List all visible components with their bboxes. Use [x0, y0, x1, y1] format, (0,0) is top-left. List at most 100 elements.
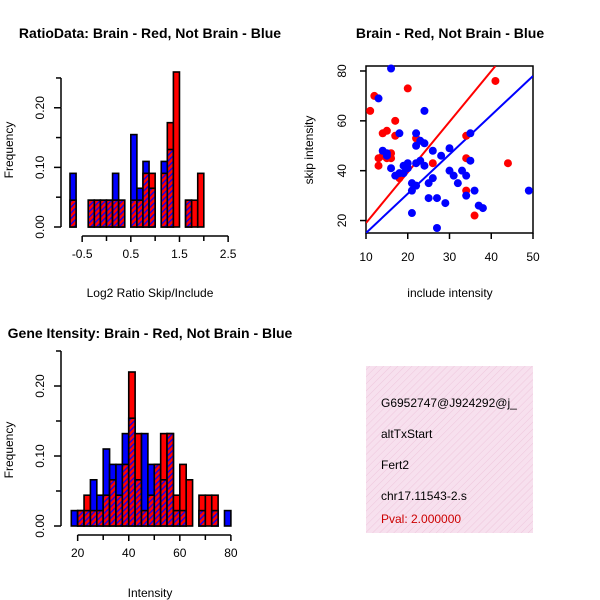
ratio-hist-bar-overlap-0 — [69, 199, 77, 228]
intensity-hist-bar-overlap-13 — [153, 463, 162, 527]
intensity-hist-y-tick-label-1: 0.10 — [33, 444, 47, 468]
ratio-hist-bar-overlap-19 — [184, 199, 193, 228]
ratio-hist-bar-overlap-11 — [136, 199, 144, 228]
ratio-hist-bar-overlap-7 — [111, 199, 120, 228]
scatter-point-red-19 — [470, 211, 479, 220]
ratio-hist-bar-overlap-6 — [105, 199, 114, 228]
scatter-x-tick-label-3: 40 — [485, 250, 499, 264]
intensity-hist-bar-overlap-7 — [115, 494, 124, 527]
scatter-point-blue-40 — [466, 129, 475, 138]
intensity-hist-bar-blue-0 — [70, 509, 79, 527]
scatter-title: Brain - Red, Not Brain - Blue — [356, 25, 544, 41]
scatter-point-blue-16 — [412, 129, 421, 138]
intensity-hist-x-tick-label-2: 60 — [173, 546, 187, 560]
ratio-hist-bar-red-17 — [172, 71, 181, 228]
intensity-hist-title: Gene Itensity: Brain - Red, Not Brain - … — [8, 325, 293, 341]
ratio-hist-bar-red-21 — [196, 172, 205, 228]
info-event-type: altTxStart — [381, 427, 433, 441]
info-pval: Pval: 2.000000 — [381, 512, 461, 526]
scatter-x-tick-label-0: 10 — [359, 250, 373, 264]
scatter-x-tick-label-2: 30 — [443, 250, 457, 264]
scatter-point-blue-36 — [453, 179, 462, 188]
scatter-points — [366, 64, 533, 233]
ratio-hist-bar-overlap-15 — [160, 172, 169, 228]
scatter-point-blue-7 — [395, 129, 404, 138]
intensity-hist-x-tick-label-0: 20 — [71, 546, 85, 560]
scatter-point-red-13 — [403, 84, 412, 93]
ratio-hist-bar-red-20 — [190, 199, 199, 228]
scatter-axes: 10 20 30 40 50 20 40 60 80 — [335, 64, 540, 264]
scatter-point-blue-44 — [478, 204, 487, 213]
scatter-point-blue-38 — [462, 191, 471, 200]
scatter-y-tick-label-1: 40 — [335, 164, 349, 178]
intensity-hist-bar-overlap-15 — [166, 432, 175, 527]
scatter-point-red-7 — [382, 126, 391, 135]
intensity-hist-bar-overlap-20 — [198, 509, 207, 527]
ratio-hist-bar-overlap-12 — [142, 172, 150, 228]
intensity-hist-bar-overlap-12 — [147, 494, 156, 527]
intensity-hist-axes: 20 40 60 80 0.00 0.10 0.20 — [33, 350, 238, 560]
scatter-point-blue-28 — [428, 146, 437, 155]
intensity-hist-bar-red-18 — [185, 478, 194, 527]
intensity-hist-bar-overlap-9 — [127, 417, 136, 527]
intensity-hist-x-tick-label-3: 80 — [224, 546, 238, 560]
scatter-point-blue-5 — [387, 164, 396, 173]
scatter-point-blue-41 — [466, 156, 475, 165]
scatter-point-blue-4 — [387, 64, 396, 73]
scatter-point-blue-22 — [420, 106, 429, 115]
info-location: chr17.11543-2.s — [381, 489, 467, 503]
intensity-hist-bar-overlap-4 — [96, 509, 104, 527]
scatter-point-blue-34 — [445, 144, 454, 153]
scatter-point-red-0 — [366, 106, 375, 115]
scatter-point-blue-3 — [382, 149, 391, 158]
intensity-hist-bar-overlap-16 — [172, 509, 181, 527]
scatter-fit-line-red — [366, 66, 497, 224]
ratio-hist-x-tick-label-2: 1.5 — [171, 247, 188, 261]
info-gene: Fert2 — [381, 458, 409, 472]
scatter-y-tick-label-2: 60 — [335, 114, 349, 128]
scatter-ylabel: skip intensity — [302, 116, 316, 185]
intensity-hist-ylabel: Frequency — [2, 422, 16, 479]
scatter-point-blue-29 — [432, 224, 441, 233]
scatter-panel: Brain - Red, Not Brain - Blue 10 20 30 40 50… — [302, 25, 544, 300]
scatter-point-blue-0 — [374, 94, 383, 103]
ratio-hist-bar-overlap-5 — [99, 199, 108, 228]
intensity-hist-bar-overlap-14 — [159, 478, 168, 527]
scatter-point-blue-31 — [437, 151, 446, 160]
intensity-hist-bar-blue-24 — [223, 509, 232, 527]
intensity-hist-y-tick-label-2: 0.20 — [33, 374, 47, 398]
scatter-xlabel: include intensity — [407, 286, 492, 300]
scatter-point-blue-19 — [412, 181, 421, 190]
ratio-hist-bar-overlap-13 — [148, 187, 156, 228]
intensity-hist-bar-overlap-3 — [89, 509, 98, 527]
intensity-hist-bar-overlap-6 — [108, 478, 117, 527]
scatter-x-tick-label-4: 50 — [526, 250, 540, 264]
ratio-hist-y-tick-label-1: 0.10 — [33, 155, 47, 179]
scatter-y-tick-label-3: 80 — [335, 64, 349, 78]
ratio-hist-bar-overlap-8 — [117, 199, 126, 228]
scatter-point-red-21 — [503, 159, 512, 168]
intensity-hist-bar-overlap-5 — [102, 494, 111, 527]
scatter-fit-line-blue — [366, 75, 533, 233]
info-box: G6952747@J924292@j_ altTxStart Fert2 chr… — [366, 366, 533, 533]
intensity-hist-bar-overlap-22 — [210, 509, 219, 527]
intensity-hist-bar-overlap-10 — [134, 478, 143, 527]
ratio-hist-x-tick-label-3: 2.5 — [220, 247, 237, 261]
scatter-fit-lines — [366, 66, 533, 233]
intensity-hist-bar-overlap-1 — [76, 509, 85, 527]
scatter-point-blue-45 — [524, 186, 533, 195]
ratio-hist-x-tick-label-0: -0.5 — [72, 247, 93, 261]
ratio-hist-y-tick-label-0: 0.00 — [33, 215, 47, 239]
info-box-background — [366, 366, 533, 533]
intensity-hist-bar-overlap-2 — [83, 509, 92, 527]
scatter-point-blue-27 — [428, 174, 437, 183]
intensity-hist-bar-overlap-11 — [140, 509, 149, 527]
intensity-hist-bar-overlap-8 — [121, 463, 130, 527]
intensity-hist-xlabel: Intensity — [128, 586, 173, 600]
ratio-hist-bar-overlap-3 — [87, 199, 96, 228]
info-event-id: G6952747@J924292@j_ — [381, 396, 517, 410]
scatter-point-blue-39 — [462, 171, 471, 180]
scatter-point-red-11 — [391, 116, 400, 125]
intensity-hist-bar-red-21 — [204, 494, 213, 527]
ratio-hist-bars — [69, 71, 205, 228]
